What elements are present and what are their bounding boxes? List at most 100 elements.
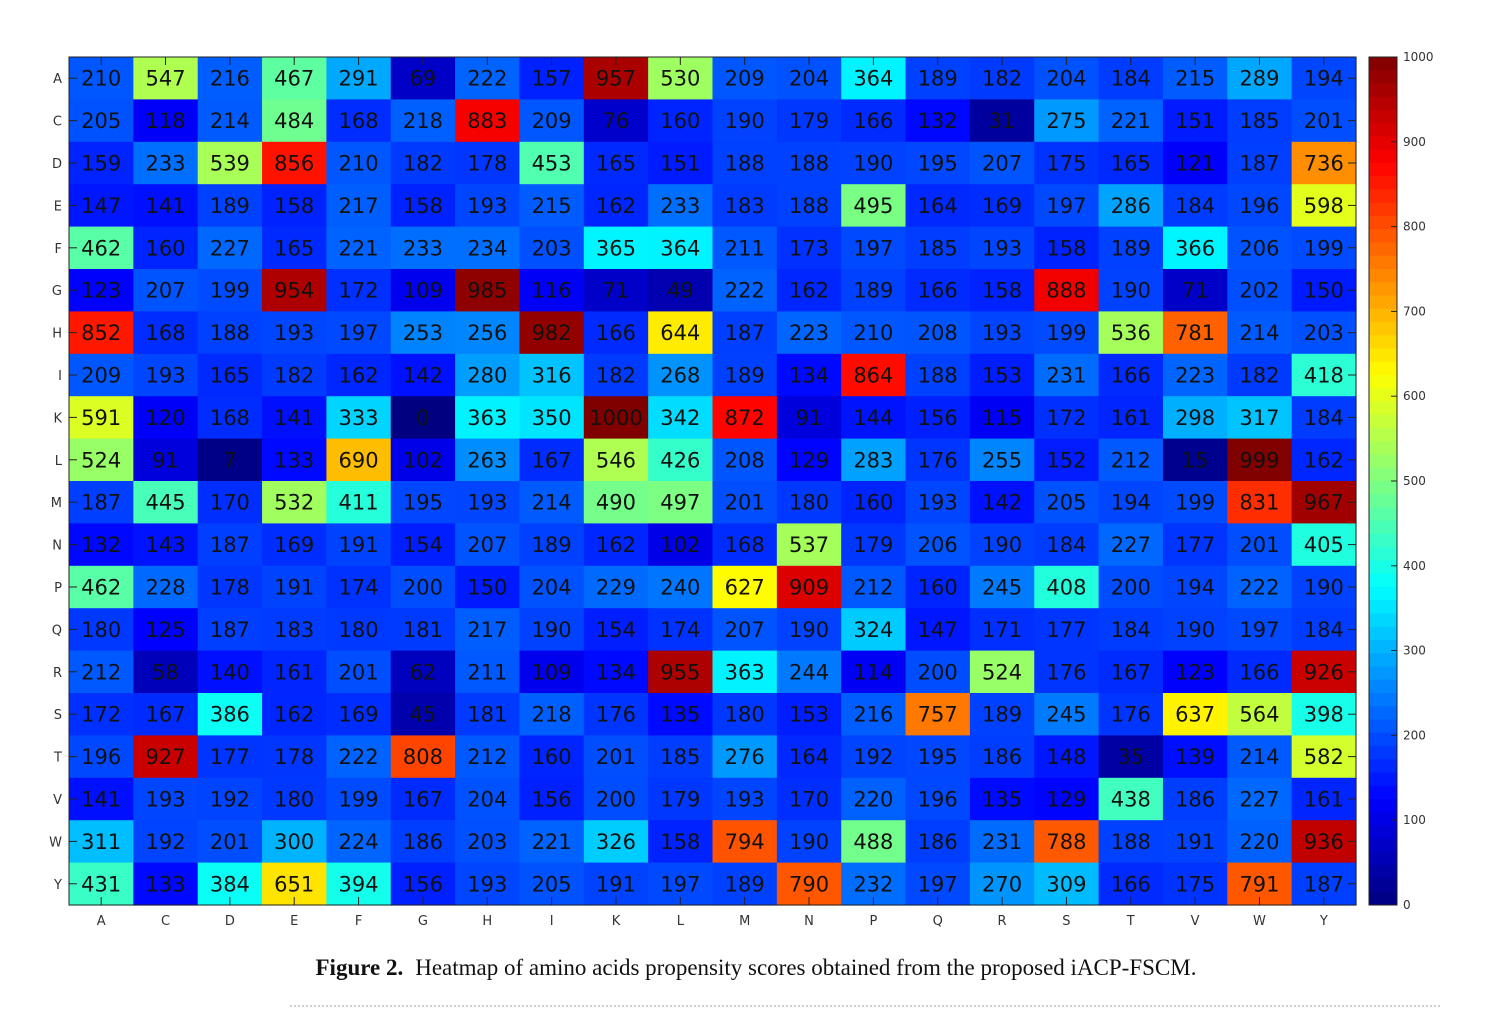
cell-value-label: 495 — [853, 194, 893, 218]
cell-value-label: 311 — [81, 830, 121, 854]
cell-value-label: 210 — [339, 152, 379, 176]
heatmap-cell-F-C — [133, 226, 199, 270]
cell-value-label: 186 — [1175, 788, 1215, 812]
heatmap-cell-S-A — [69, 693, 134, 736]
cell-value-label: 788 — [1046, 830, 1086, 854]
cell-value-label: 197 — [1239, 618, 1279, 642]
cell-value-label: 165 — [210, 364, 250, 388]
heatmap-cell-G-H — [455, 269, 521, 312]
cell-value-label: 174 — [339, 576, 379, 600]
heatmap-cell-R-A — [69, 650, 134, 694]
x-tick-label: K — [612, 914, 621, 929]
heatmap-cell-W-I — [519, 820, 585, 864]
cell-value-label: 176 — [1111, 703, 1151, 727]
colorbar-step — [1369, 428, 1397, 442]
heatmap-cell-W-A — [69, 820, 134, 864]
cell-value-label: 148 — [1046, 745, 1086, 769]
cell-value-label: 164 — [789, 745, 829, 769]
heatmap-cell-W-W — [1227, 820, 1293, 864]
cell-value-label: 233 — [660, 194, 700, 218]
heatmap-cell-V-Y — [1291, 777, 1357, 821]
heatmap-cell-P-L — [648, 565, 714, 609]
cell-value-label: 118 — [145, 109, 185, 133]
colorbar-step — [1369, 414, 1397, 429]
cell-value-label: 212 — [81, 660, 121, 684]
cell-value-label: 157 — [532, 67, 572, 91]
heatmap-cell-V-D — [197, 777, 263, 821]
cell-value-label: 76 — [603, 109, 630, 133]
cell-value-label: 160 — [853, 491, 893, 515]
colorbar-step — [1369, 481, 1397, 495]
colorbar: 0 100 200 300 400 500 600 700 800 900 1000 — [1368, 50, 1434, 912]
cell-value-label: 134 — [596, 660, 636, 684]
cell-value-label: 102 — [403, 448, 443, 472]
heatmap-cell-K-V — [1162, 396, 1228, 440]
heatmap-cell-P-W — [1227, 565, 1293, 609]
colorbar-step — [1369, 600, 1397, 614]
heatmap-cell-G-A — [69, 269, 134, 312]
heatmap-cell-L-Q — [905, 438, 971, 482]
heatmap-cell-S-C — [133, 693, 199, 736]
cell-value-label: 364 — [660, 236, 700, 260]
heatmap-cell-P-R — [969, 565, 1035, 609]
heatmap-cell-P-C — [133, 565, 199, 609]
cell-value-label: 203 — [532, 236, 572, 260]
heatmap-cell-T-I — [519, 735, 585, 779]
heatmap-cell-V-V — [1162, 777, 1228, 821]
heatmap-cell-R-Q — [905, 650, 971, 694]
cell-value-label: 159 — [81, 152, 121, 176]
heatmap-cell-M-R — [969, 481, 1035, 524]
cell-value-label: 196 — [81, 745, 121, 769]
heatmap-cell-F-T — [1098, 226, 1164, 270]
heatmap-cell-E-T — [1098, 184, 1164, 228]
cell-value-label: 190 — [725, 109, 765, 133]
cell-value-label: 229 — [596, 576, 636, 600]
heatmap-cell-N-I — [519, 523, 585, 567]
heatmap-cell-E-V — [1162, 184, 1228, 228]
heatmap-cell-H-Q — [905, 311, 971, 355]
caption-text: Heatmap of amino acids propensity scores… — [415, 955, 1197, 980]
heatmap-cell-D-M — [712, 141, 778, 185]
heatmap-cell-W-Y — [1291, 820, 1357, 864]
cell-value-label: 207 — [467, 533, 507, 557]
cell-value-label: 209 — [532, 109, 572, 133]
cell-value-label: 233 — [145, 152, 185, 176]
heatmap-cell-D-E — [262, 141, 327, 185]
x-tick-label: C — [161, 914, 170, 929]
heatmap-cell-M-C — [133, 481, 199, 524]
heatmap-cell-E-R — [969, 184, 1035, 228]
cell-value-label: 363 — [725, 660, 765, 684]
colorbar-tick-label: 500 — [1403, 474, 1426, 488]
cell-value-label: 69 — [410, 67, 437, 91]
colorbar-step — [1369, 57, 1397, 71]
cell-value-label: 255 — [982, 448, 1022, 472]
cell-value-label: 366 — [1175, 236, 1215, 260]
heatmap-cell-M-L — [648, 481, 714, 524]
colorbar-tick-label: 700 — [1403, 304, 1426, 318]
cell-value-label: 15 — [1182, 448, 1209, 472]
heatmap-cell-N-R — [969, 523, 1035, 567]
colorbar-step — [1369, 149, 1397, 164]
cell-value-label: 170 — [210, 491, 250, 515]
colorbar-step — [1369, 70, 1397, 84]
cell-value-label: 190 — [532, 618, 572, 642]
cell-value-label: 132 — [918, 109, 958, 133]
cell-value-label: 144 — [853, 406, 893, 430]
cell-value-label: 232 — [853, 872, 893, 896]
heatmap-cell-Q-G — [390, 608, 456, 652]
heatmap-cell-I-F — [326, 353, 392, 397]
cell-value-label: 190 — [982, 533, 1022, 557]
x-tick-label: Q — [933, 914, 943, 929]
cell-value-label: 426 — [660, 448, 700, 472]
heatmap-cell-E-A — [69, 184, 134, 228]
cell-value-label: 7 — [223, 448, 236, 472]
figure-caption: Figure 2. Heatmap of amino acids propensi… — [0, 955, 1512, 981]
colorbar-step — [1369, 653, 1397, 667]
heatmap-cell-R-G — [390, 650, 456, 694]
cell-value-label: 169 — [339, 703, 379, 727]
heatmap-cell-R-I — [519, 650, 585, 694]
heatmap-cell-I-C — [133, 353, 199, 397]
cell-value-label: 176 — [1046, 660, 1086, 684]
cell-value-label: 143 — [145, 533, 185, 557]
cell-value-label: 411 — [339, 491, 379, 515]
